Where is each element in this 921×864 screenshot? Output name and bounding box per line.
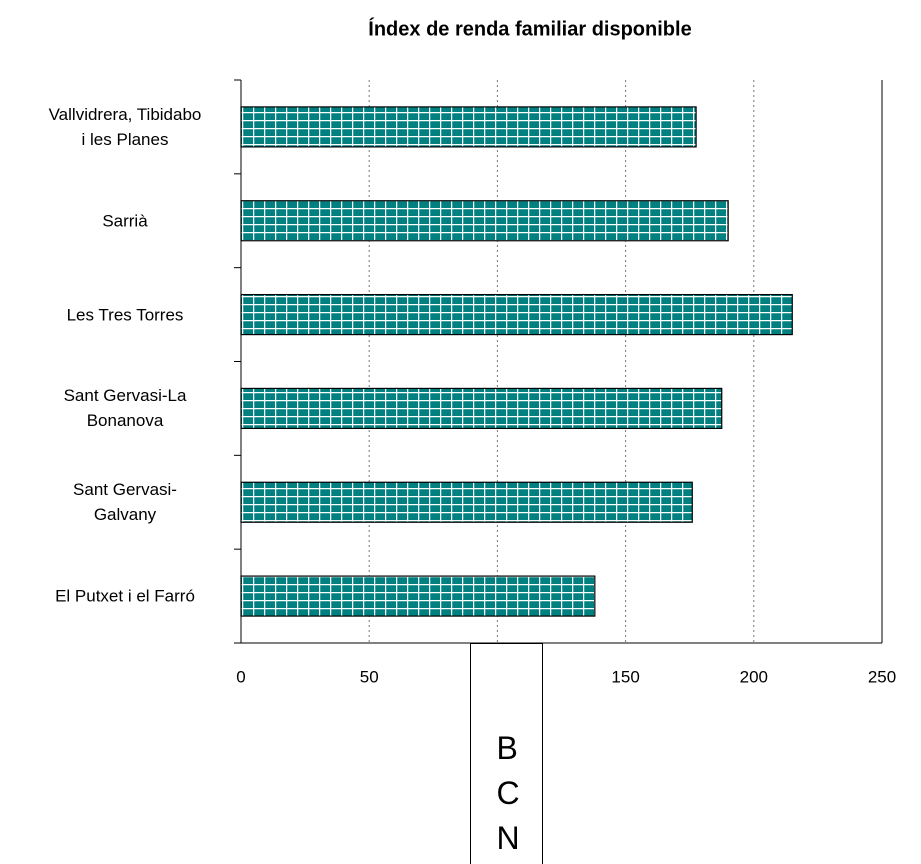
x-tick-label: 200 <box>740 667 768 686</box>
bar <box>240 575 596 617</box>
y-tick-label: Sarrià <box>102 211 148 231</box>
y-tick-label: El Putxet i el Farró <box>55 586 195 606</box>
bar <box>240 106 697 148</box>
bar <box>240 200 729 242</box>
x-tick-label: 50 <box>360 667 379 686</box>
bar <box>240 387 723 430</box>
x-tick-label: 150 <box>611 667 639 686</box>
y-tick-label: Les Tres Torres <box>66 305 184 325</box>
annotation: BCN <box>496 730 520 856</box>
x-tick-label: 250 <box>868 667 896 686</box>
y-tick-label: Sant Gervasi-La Bonanova <box>63 386 187 431</box>
y-tick-label: Vallvidrera, Tibidabo i les Planes <box>48 104 202 149</box>
annotation-box: BCN <box>470 643 543 864</box>
bar <box>240 293 793 336</box>
chart-title: Índex de renda familiar disponible <box>368 17 691 40</box>
x-tick-label: 0 <box>236 667 245 686</box>
y-tick-label: Sant Gervasi- Galvany <box>73 480 177 525</box>
bar <box>240 481 693 523</box>
